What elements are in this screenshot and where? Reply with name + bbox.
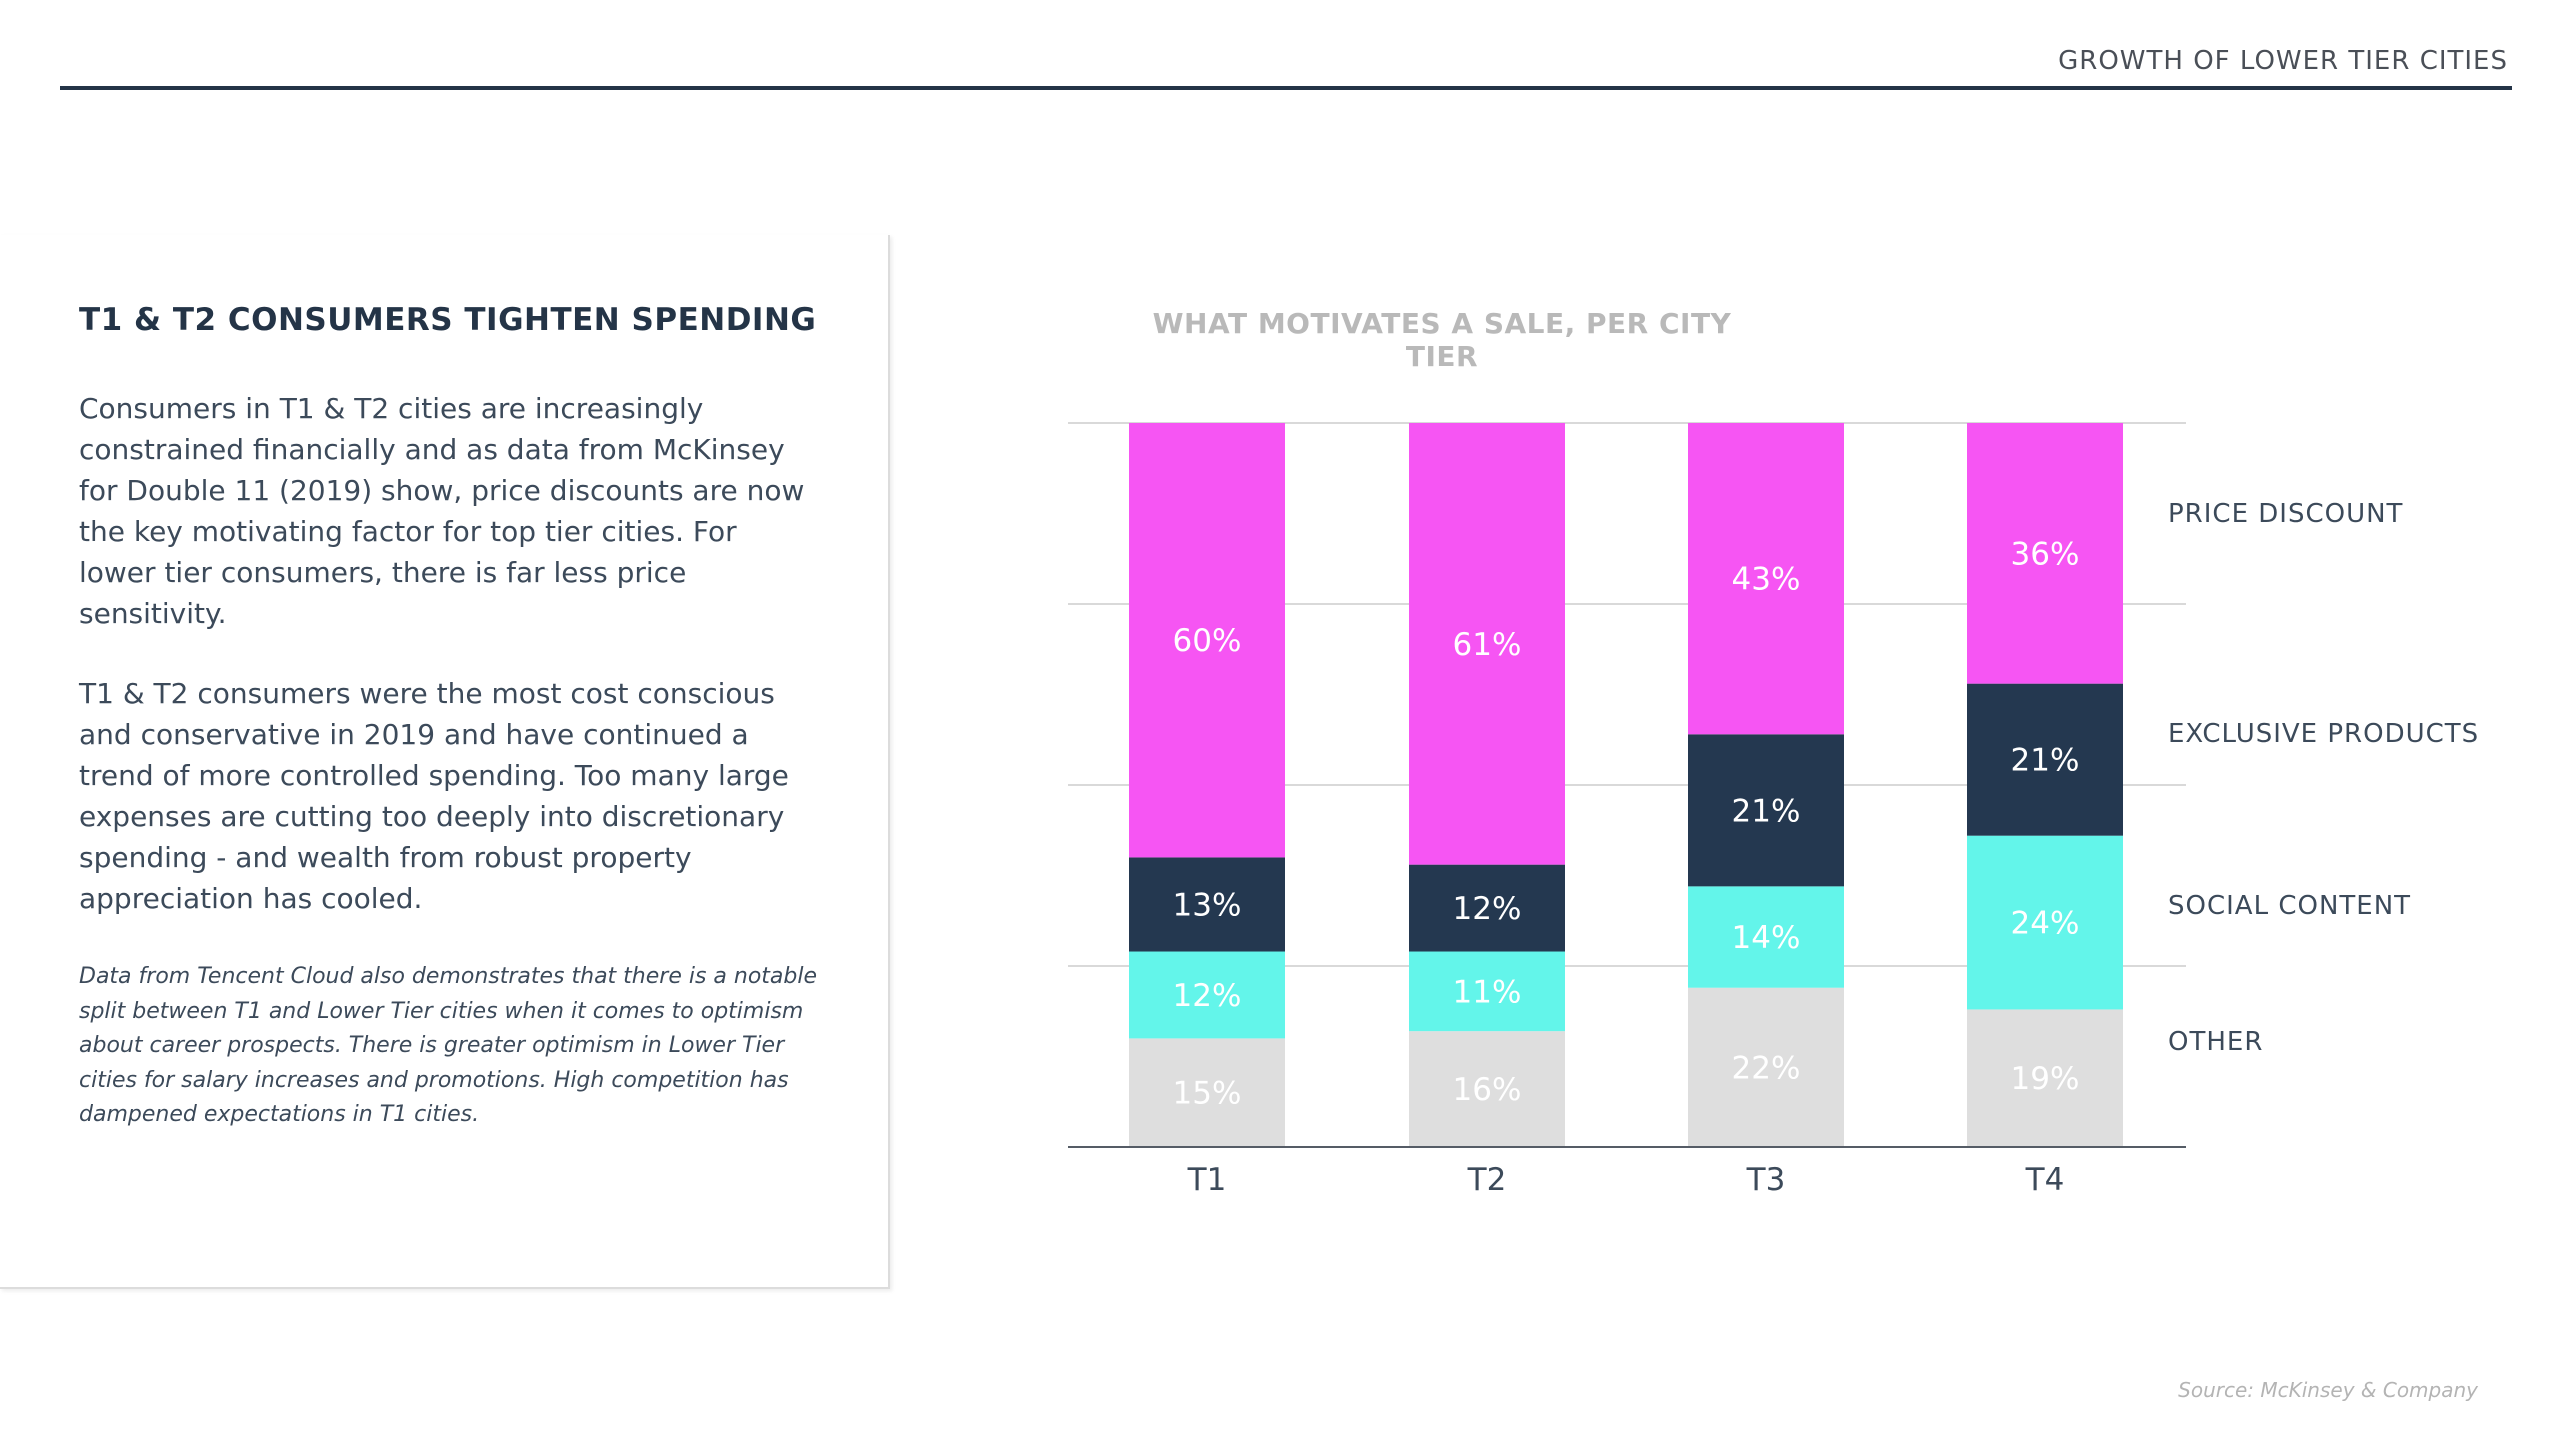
x-tick-label-t2: T2 [1467, 1162, 1507, 1198]
data-label-t4-exclusive-products: 21% [2011, 743, 2080, 779]
bar-t2-other [1409, 1031, 1565, 1147]
bar-t1-social-content [1129, 951, 1285, 1039]
bar-t3-other [1688, 987, 1844, 1147]
data-label-t1-exclusive-products: 13% [1173, 887, 1242, 923]
bar-t3-social-content [1688, 886, 1844, 988]
data-label-t3-other: 22% [1732, 1050, 1801, 1086]
bar-t1-other [1129, 1038, 1285, 1147]
source-note: Source: McKinsey & Company [2178, 1378, 2478, 1402]
bar-t1-price-discount [1129, 423, 1285, 858]
data-label-t4-price-discount: 36% [2011, 536, 2080, 572]
panel-paragraph-1: Consumers in T1 & T2 cities are increasi… [79, 392, 805, 630]
legend-label-price-discount: PRICE DISCOUNT [2168, 499, 2403, 529]
data-label-t2-exclusive-products: 12% [1453, 891, 1522, 927]
data-label-t3-price-discount: 43% [1732, 562, 1801, 598]
bar-t4-exclusive-products [1967, 683, 2123, 836]
panel-note: Data from Tencent Cloud also demonstrate… [79, 964, 818, 1127]
bar-t4-other [1967, 1009, 2123, 1147]
panel-heading: T1 & T2 CONSUMERS TIGHTEN SPENDING [79, 302, 817, 338]
text-panel [0, 235, 890, 1289]
data-label-t1-other: 15% [1173, 1076, 1242, 1112]
x-tick-label-t1: T1 [1187, 1162, 1227, 1198]
panel-paragraph-2: T1 & T2 consumers were the most cost con… [79, 677, 789, 915]
data-label-t3-exclusive-products: 21% [1732, 793, 1801, 829]
data-label-t4-social-content: 24% [2011, 906, 2080, 942]
legend-label-other: OTHER [2168, 1027, 2263, 1057]
bar-t3-price-discount [1688, 423, 1844, 735]
data-label-t1-price-discount: 60% [1173, 623, 1242, 659]
data-label-t2-social-content: 11% [1453, 974, 1522, 1010]
legend-label-social-content: SOCIAL CONTENT [2168, 891, 2411, 921]
chart-title: WHAT MOTIVATES A SALE, PER CITY TIER [1152, 307, 1732, 373]
bar-t2-exclusive-products [1409, 864, 1565, 952]
data-label-t3-social-content: 14% [1732, 920, 1801, 956]
bar-t2-social-content [1409, 951, 1565, 1032]
data-label-t4-other: 19% [2011, 1061, 2080, 1097]
bar-t2-price-discount [1409, 423, 1565, 865]
legend-label-exclusive-products: EXCLUSIVE PRODUCTS [2168, 719, 2479, 749]
page-section-title: GROWTH OF LOWER TIER CITIES [2058, 46, 2508, 76]
header-divider [60, 86, 2512, 90]
bar-t3-exclusive-products [1688, 734, 1844, 887]
data-label-t2-price-discount: 61% [1453, 627, 1522, 663]
x-tick-label-t4: T4 [2025, 1162, 2065, 1198]
bar-t1-exclusive-products [1129, 857, 1285, 952]
x-tick-label-t3: T3 [1746, 1162, 1786, 1198]
bar-t4-social-content [1967, 835, 2123, 1010]
data-label-t2-other: 16% [1453, 1072, 1522, 1108]
bar-t4-price-discount [1967, 423, 2123, 684]
data-label-t1-social-content: 12% [1173, 978, 1242, 1014]
